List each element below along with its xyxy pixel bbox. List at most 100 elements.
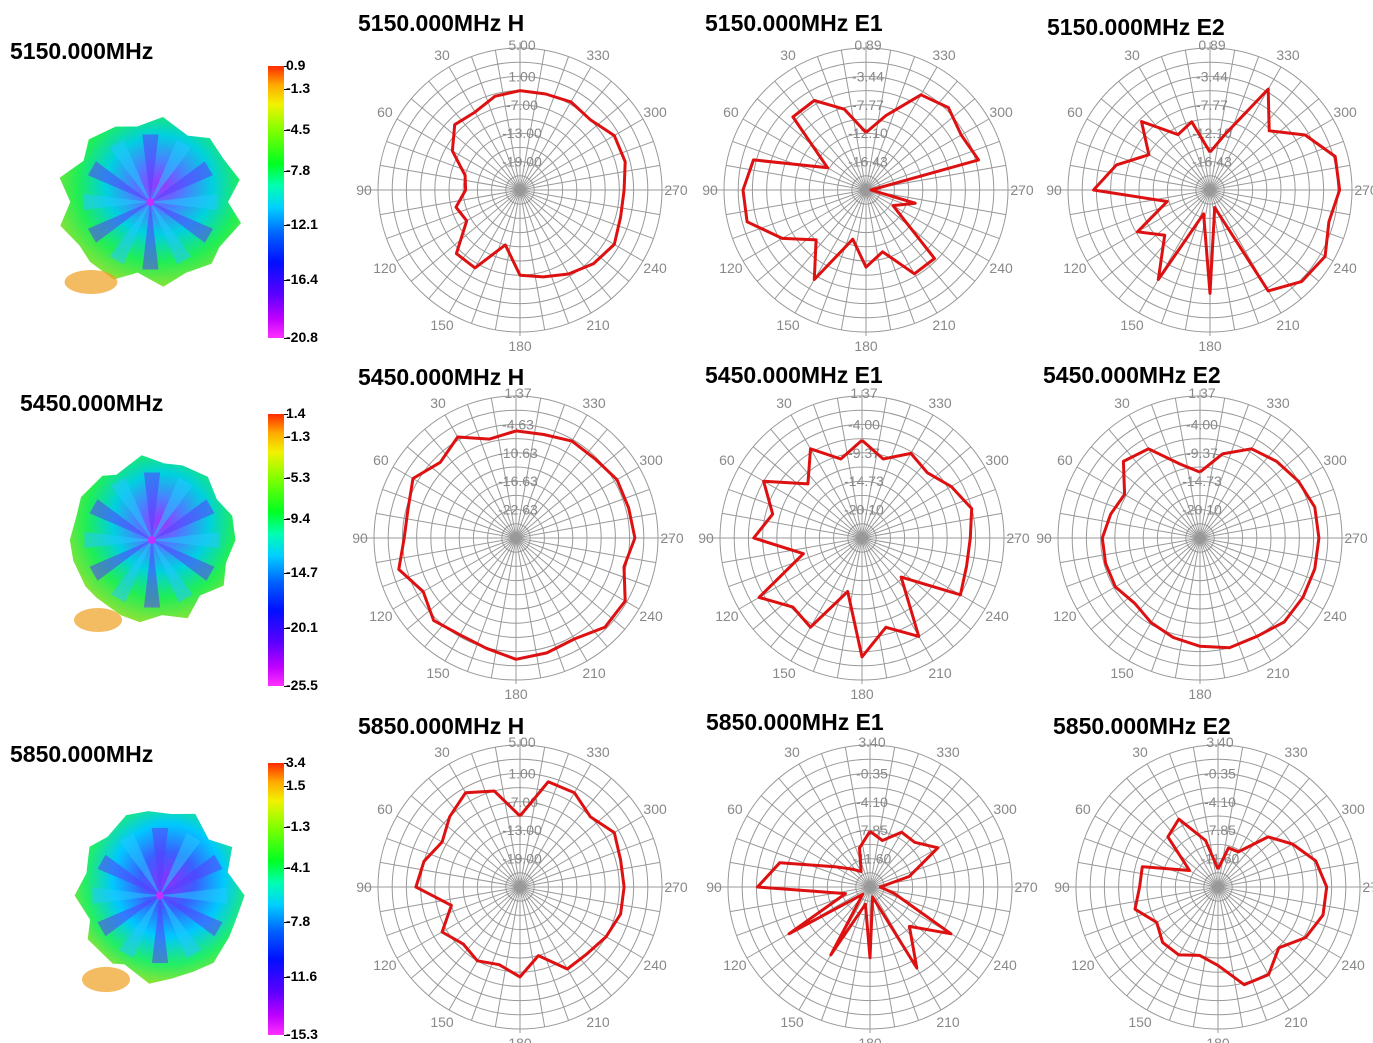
ring-value-label: -22.63	[498, 502, 538, 518]
angle-tick-label: 60	[727, 801, 743, 817]
grid-spoke	[396, 189, 521, 262]
grid-spoke	[1199, 537, 1250, 672]
angle-tick-label: 300	[643, 104, 667, 120]
angle-tick-label: 120	[719, 260, 743, 276]
grid-spoke	[1108, 795, 1219, 888]
angle-tick-label: 90	[1054, 879, 1070, 895]
ring-value-label: -7.77	[852, 97, 884, 113]
grid-spoke	[774, 80, 867, 191]
ring-value-label: 1.00	[508, 68, 535, 84]
grid-spoke	[1086, 189, 1211, 262]
colorbar-tick	[284, 279, 288, 281]
polar-plot-e2: 30 60 90 120 150 180 210 240 270 300 330 0.89 -3.44 -…	[1046, 37, 1373, 354]
pattern-trace	[1092, 87, 1342, 295]
grid-spoke	[515, 537, 640, 610]
grid-spoke	[1209, 66, 1282, 191]
grid-spoke	[732, 189, 867, 240]
grid-spoke	[410, 795, 521, 888]
angle-tick-label: 270	[1010, 182, 1034, 198]
grid-spoke	[742, 189, 867, 262]
grid-spoke	[515, 404, 566, 539]
angle-tick-label: 180	[1206, 1035, 1230, 1043]
angle-tick-label: 330	[932, 47, 956, 63]
grid-spoke	[519, 886, 570, 1021]
angle-tick-label: 150	[430, 317, 454, 333]
ring-value-label: -4.63	[502, 416, 534, 432]
angle-tick-label: 150	[426, 665, 450, 681]
ring-value-label: -13.00	[502, 125, 542, 141]
grid-spoke	[1108, 886, 1219, 979]
angle-tick-label: 30	[1124, 47, 1140, 63]
grid-spoke	[869, 747, 896, 888]
pattern-trace	[450, 89, 627, 279]
grid-spoke	[382, 488, 517, 539]
polar-plot-title: 5450.000MHz E2	[1043, 362, 1221, 388]
ring-value-label: -4.10	[1204, 794, 1236, 810]
grid-spoke	[1078, 886, 1219, 913]
angle-tick-label: 150	[1120, 317, 1144, 333]
grid-spoke	[1217, 795, 1328, 888]
grid-spoke	[869, 777, 962, 888]
angle-tick-label: 330	[1276, 47, 1300, 63]
row-5450: 5450.000MHz 1.4 -1.3 -5.3 -9.4 -14.7 -20.1 -25…	[0, 348, 1373, 702]
pattern-edge	[64, 270, 118, 294]
grid-spoke	[836, 537, 863, 678]
angle-tick-label: 180	[508, 1035, 532, 1043]
grid-spoke	[490, 537, 517, 678]
pattern-center	[146, 198, 155, 206]
angle-tick-label: 30	[784, 744, 800, 760]
angle-tick-label: 240	[989, 260, 1013, 276]
pattern-petal	[119, 833, 160, 896]
polar-grid	[360, 390, 672, 684]
pattern-petal	[150, 193, 218, 211]
grid-spoke	[861, 398, 888, 539]
grid-spoke	[869, 815, 994, 888]
grid-spoke	[515, 537, 650, 588]
grid-spoke	[861, 537, 996, 588]
grid-spoke	[869, 886, 980, 979]
colorbar-label: -4.5	[286, 120, 311, 137]
grid-spoke	[1160, 189, 1211, 324]
pattern-trace	[397, 429, 637, 661]
grid-spoke	[1199, 537, 1226, 678]
polar-plot-e1: 30 60 90 120 150 180 210 240 270 300 330 0.89 -3.44 -…	[702, 37, 1034, 354]
grid-spoke	[406, 537, 517, 630]
grid-spoke	[386, 140, 521, 191]
angle-tick-label: 150	[1110, 665, 1134, 681]
polar-plot-e1: 30 60 90 120 150 180 210 240 270 300 330 1.37 -4.00 -…	[698, 385, 1030, 702]
grid-spoke	[494, 747, 521, 888]
pattern-petal	[152, 540, 215, 581]
grid-spoke	[515, 537, 608, 648]
grid-spoke	[519, 189, 546, 330]
angle-tick-label: 150	[1128, 1014, 1152, 1030]
ring-value-label: -9.37	[1186, 445, 1218, 461]
angle-tick-label: 180	[504, 686, 528, 702]
grid-spoke	[519, 795, 630, 888]
ring-value-label: -16.63	[498, 473, 538, 489]
ring-value-label: -12.10	[848, 125, 888, 141]
grid-spoke	[760, 886, 871, 979]
pattern-petal	[92, 887, 160, 904]
grid-spoke	[1070, 189, 1211, 216]
colorbar-label: -9.4	[286, 509, 311, 526]
angle-tick-label: 300	[639, 452, 663, 468]
grid-spoke	[448, 189, 521, 314]
grid-spoke	[1217, 886, 1342, 959]
pattern-petal	[143, 472, 161, 540]
ring-value-label: -4.10	[856, 794, 888, 810]
grid-spoke	[1150, 404, 1201, 539]
angle-tick-label: 120	[369, 608, 393, 624]
polar-grid	[710, 42, 1022, 336]
polar-grid	[706, 390, 1018, 684]
grid-spoke	[861, 537, 954, 648]
grid-spoke	[1217, 815, 1342, 888]
grid-spoke	[1217, 837, 1352, 888]
polar-grid	[1062, 739, 1373, 1033]
polar-grid	[364, 739, 676, 1033]
grid-spoke	[770, 537, 863, 648]
grid-spoke	[444, 414, 517, 539]
grid-spoke	[396, 886, 521, 959]
pattern-trace	[741, 93, 980, 281]
grid-spoke	[519, 140, 654, 191]
angle-tick-label: 60	[377, 801, 393, 817]
